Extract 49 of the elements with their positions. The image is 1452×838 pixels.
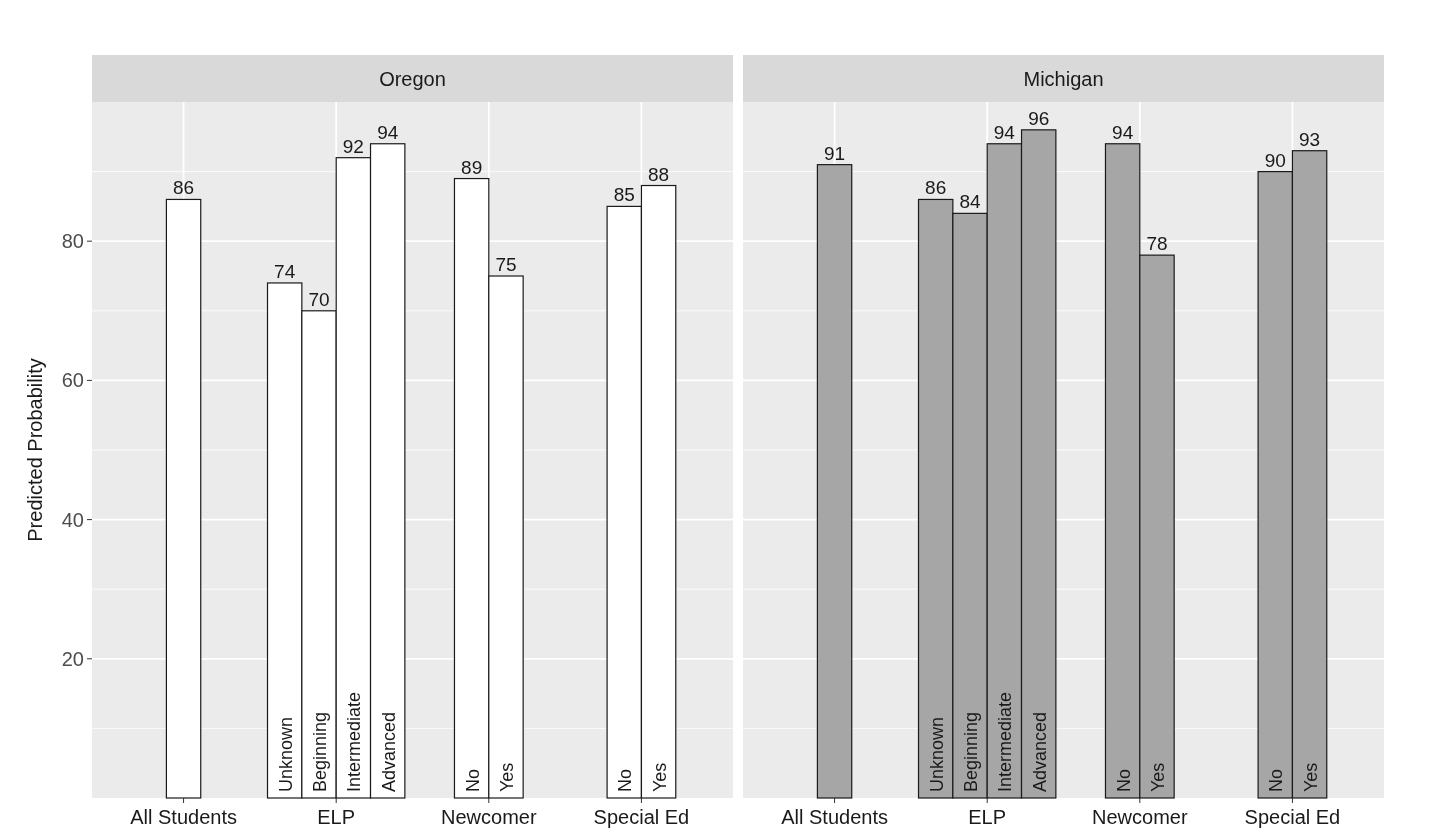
chart-title: Oregon [379,67,446,90]
data-label: 88 [648,163,670,185]
data-label: 92 [342,135,364,157]
data-label: 94 [1112,121,1134,143]
annotation: No [462,768,483,792]
data-label: 91 [824,142,846,164]
annotation: Yes [496,762,517,792]
annotation: No [1266,768,1287,792]
annotation: No [615,768,636,792]
annotation: Beginning [310,711,331,792]
x-tick-label: ELP [317,806,356,828]
annotation: Yes [1300,762,1321,792]
data-label: 89 [461,156,483,178]
x-tick-label: Special Ed [1244,806,1341,828]
chart-title: Michigan [1023,67,1104,90]
data-label: 74 [274,260,296,282]
data-label: 86 [173,177,195,199]
y-tick-label: 40 [61,508,84,531]
data-label: 84 [959,191,982,213]
data-label: 75 [495,254,517,275]
annotation: Advanced [378,711,399,792]
y-tick-label: 60 [61,369,84,392]
data-label: 94 [377,121,399,143]
data-label: 85 [613,184,635,206]
data-label: 93 [1299,128,1321,150]
annotation: Beginning [961,711,982,792]
x-tick-label: ELP [968,806,1007,828]
annotation: Unknown [926,716,947,792]
x-tick-label: All Students [781,806,888,828]
data-label: 78 [1146,233,1168,255]
annotation: Unknown [275,716,296,792]
x-tick-label: Newcomer [1092,806,1188,828]
y-tick-label: 80 [61,230,84,253]
annotation: Yes [649,762,670,792]
x-tick-label: Newcomer [441,806,537,828]
data-label: 96 [1028,107,1050,129]
data-label: 86 [925,177,947,199]
annotation: Intermediate [344,691,365,792]
data-label: 90 [1264,149,1286,171]
x-tick-label: Special Ed [593,806,690,828]
x-tick-label: All Students [130,806,237,828]
annotation: Advanced [1029,711,1050,792]
annotation: Yes [1147,762,1168,792]
annotation: No [1113,768,1134,792]
y-tick-label: 20 [61,647,84,670]
annotation: Intermediate [995,691,1016,792]
data-label: 70 [308,288,330,310]
data-label: 94 [993,121,1016,143]
y-axis-title: Predicted Probability [24,358,46,542]
